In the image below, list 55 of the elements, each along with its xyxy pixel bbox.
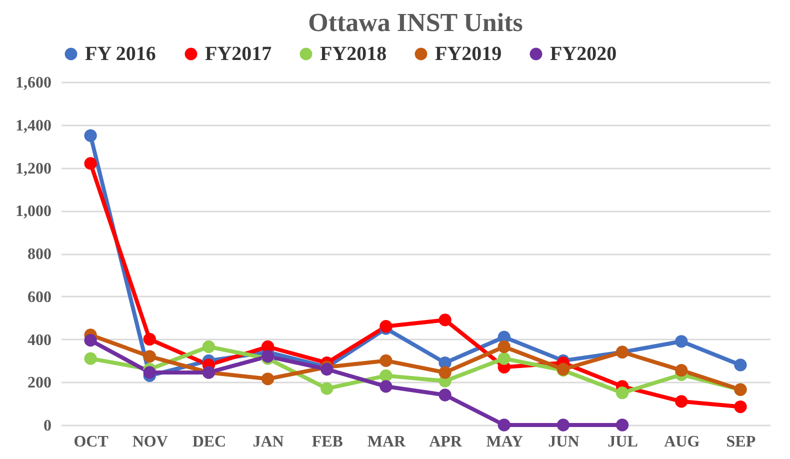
x-tick-label: JAN bbox=[252, 434, 284, 450]
point bbox=[675, 395, 688, 408]
x-tick-label: JUN bbox=[548, 434, 580, 450]
point bbox=[438, 388, 452, 402]
legend-label: FY2019 bbox=[435, 43, 502, 65]
point bbox=[380, 369, 392, 382]
legend-label: FY2018 bbox=[320, 43, 387, 65]
x-tick-label: OCT bbox=[74, 434, 109, 450]
x-tick-label: NOV bbox=[132, 434, 168, 450]
point bbox=[380, 354, 392, 367]
point bbox=[616, 418, 629, 432]
point bbox=[675, 364, 688, 377]
legend-label: FY2017 bbox=[205, 43, 272, 65]
y-tick-label: 800 bbox=[28, 246, 52, 263]
point bbox=[498, 352, 510, 365]
point bbox=[438, 314, 452, 326]
point bbox=[84, 352, 97, 365]
x-tick-label: FEB bbox=[312, 434, 344, 450]
x-tick-label: JUL bbox=[608, 434, 638, 450]
y-tick-label: 600 bbox=[28, 288, 52, 306]
point bbox=[143, 350, 156, 363]
point bbox=[616, 386, 629, 400]
y-tick-label: 200 bbox=[28, 374, 52, 392]
x-tick-label: MAY bbox=[486, 434, 524, 450]
point bbox=[320, 382, 334, 395]
x-tick-label: AUG bbox=[664, 434, 700, 450]
y-tick-label: 400 bbox=[28, 332, 52, 349]
point bbox=[498, 340, 510, 354]
point bbox=[498, 418, 510, 432]
y-tick-label: 1,200 bbox=[16, 160, 52, 178]
point bbox=[84, 157, 97, 170]
point bbox=[380, 380, 392, 393]
x-tick-label: SEP bbox=[726, 434, 756, 450]
point bbox=[438, 366, 452, 379]
point bbox=[143, 332, 156, 346]
point bbox=[320, 362, 334, 376]
point bbox=[556, 418, 570, 432]
point bbox=[202, 340, 216, 354]
point bbox=[734, 358, 747, 372]
y-tick-label: 1,000 bbox=[16, 203, 52, 220]
point bbox=[734, 400, 747, 414]
point bbox=[84, 129, 97, 142]
point bbox=[143, 366, 156, 379]
y-tick-label: 1,600 bbox=[16, 74, 52, 92]
y-tick-label: 0 bbox=[44, 418, 52, 434]
point bbox=[675, 335, 688, 348]
legend-label: FY2020 bbox=[550, 43, 617, 65]
point bbox=[84, 334, 97, 347]
y-tick-label: 1,400 bbox=[16, 117, 52, 134]
x-tick-label: APR bbox=[429, 434, 462, 450]
legend-label: FY 2016 bbox=[85, 43, 156, 65]
x-tick-label: MAR bbox=[367, 434, 406, 450]
chart-title: Ottawa INST Units bbox=[308, 8, 523, 37]
point bbox=[261, 372, 274, 386]
x-tick-label: DEC bbox=[192, 434, 226, 450]
